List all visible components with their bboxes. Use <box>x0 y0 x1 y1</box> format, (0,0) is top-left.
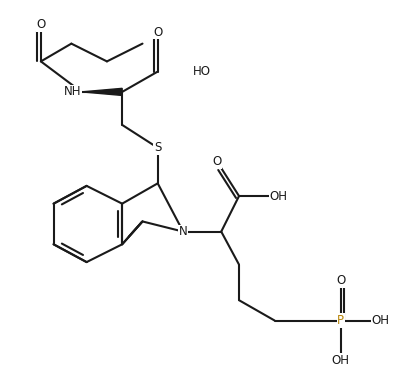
Text: HO: HO <box>193 65 211 78</box>
Polygon shape <box>82 88 122 96</box>
Text: OH: OH <box>332 354 350 366</box>
Text: S: S <box>154 141 162 154</box>
Text: NH: NH <box>64 86 82 98</box>
Text: O: O <box>336 274 345 288</box>
Text: O: O <box>36 18 45 31</box>
Text: N: N <box>179 225 187 238</box>
Text: OH: OH <box>371 314 389 327</box>
Text: OH: OH <box>269 190 288 202</box>
Text: O: O <box>212 155 221 168</box>
Text: O: O <box>153 26 162 39</box>
Text: P: P <box>337 314 344 327</box>
